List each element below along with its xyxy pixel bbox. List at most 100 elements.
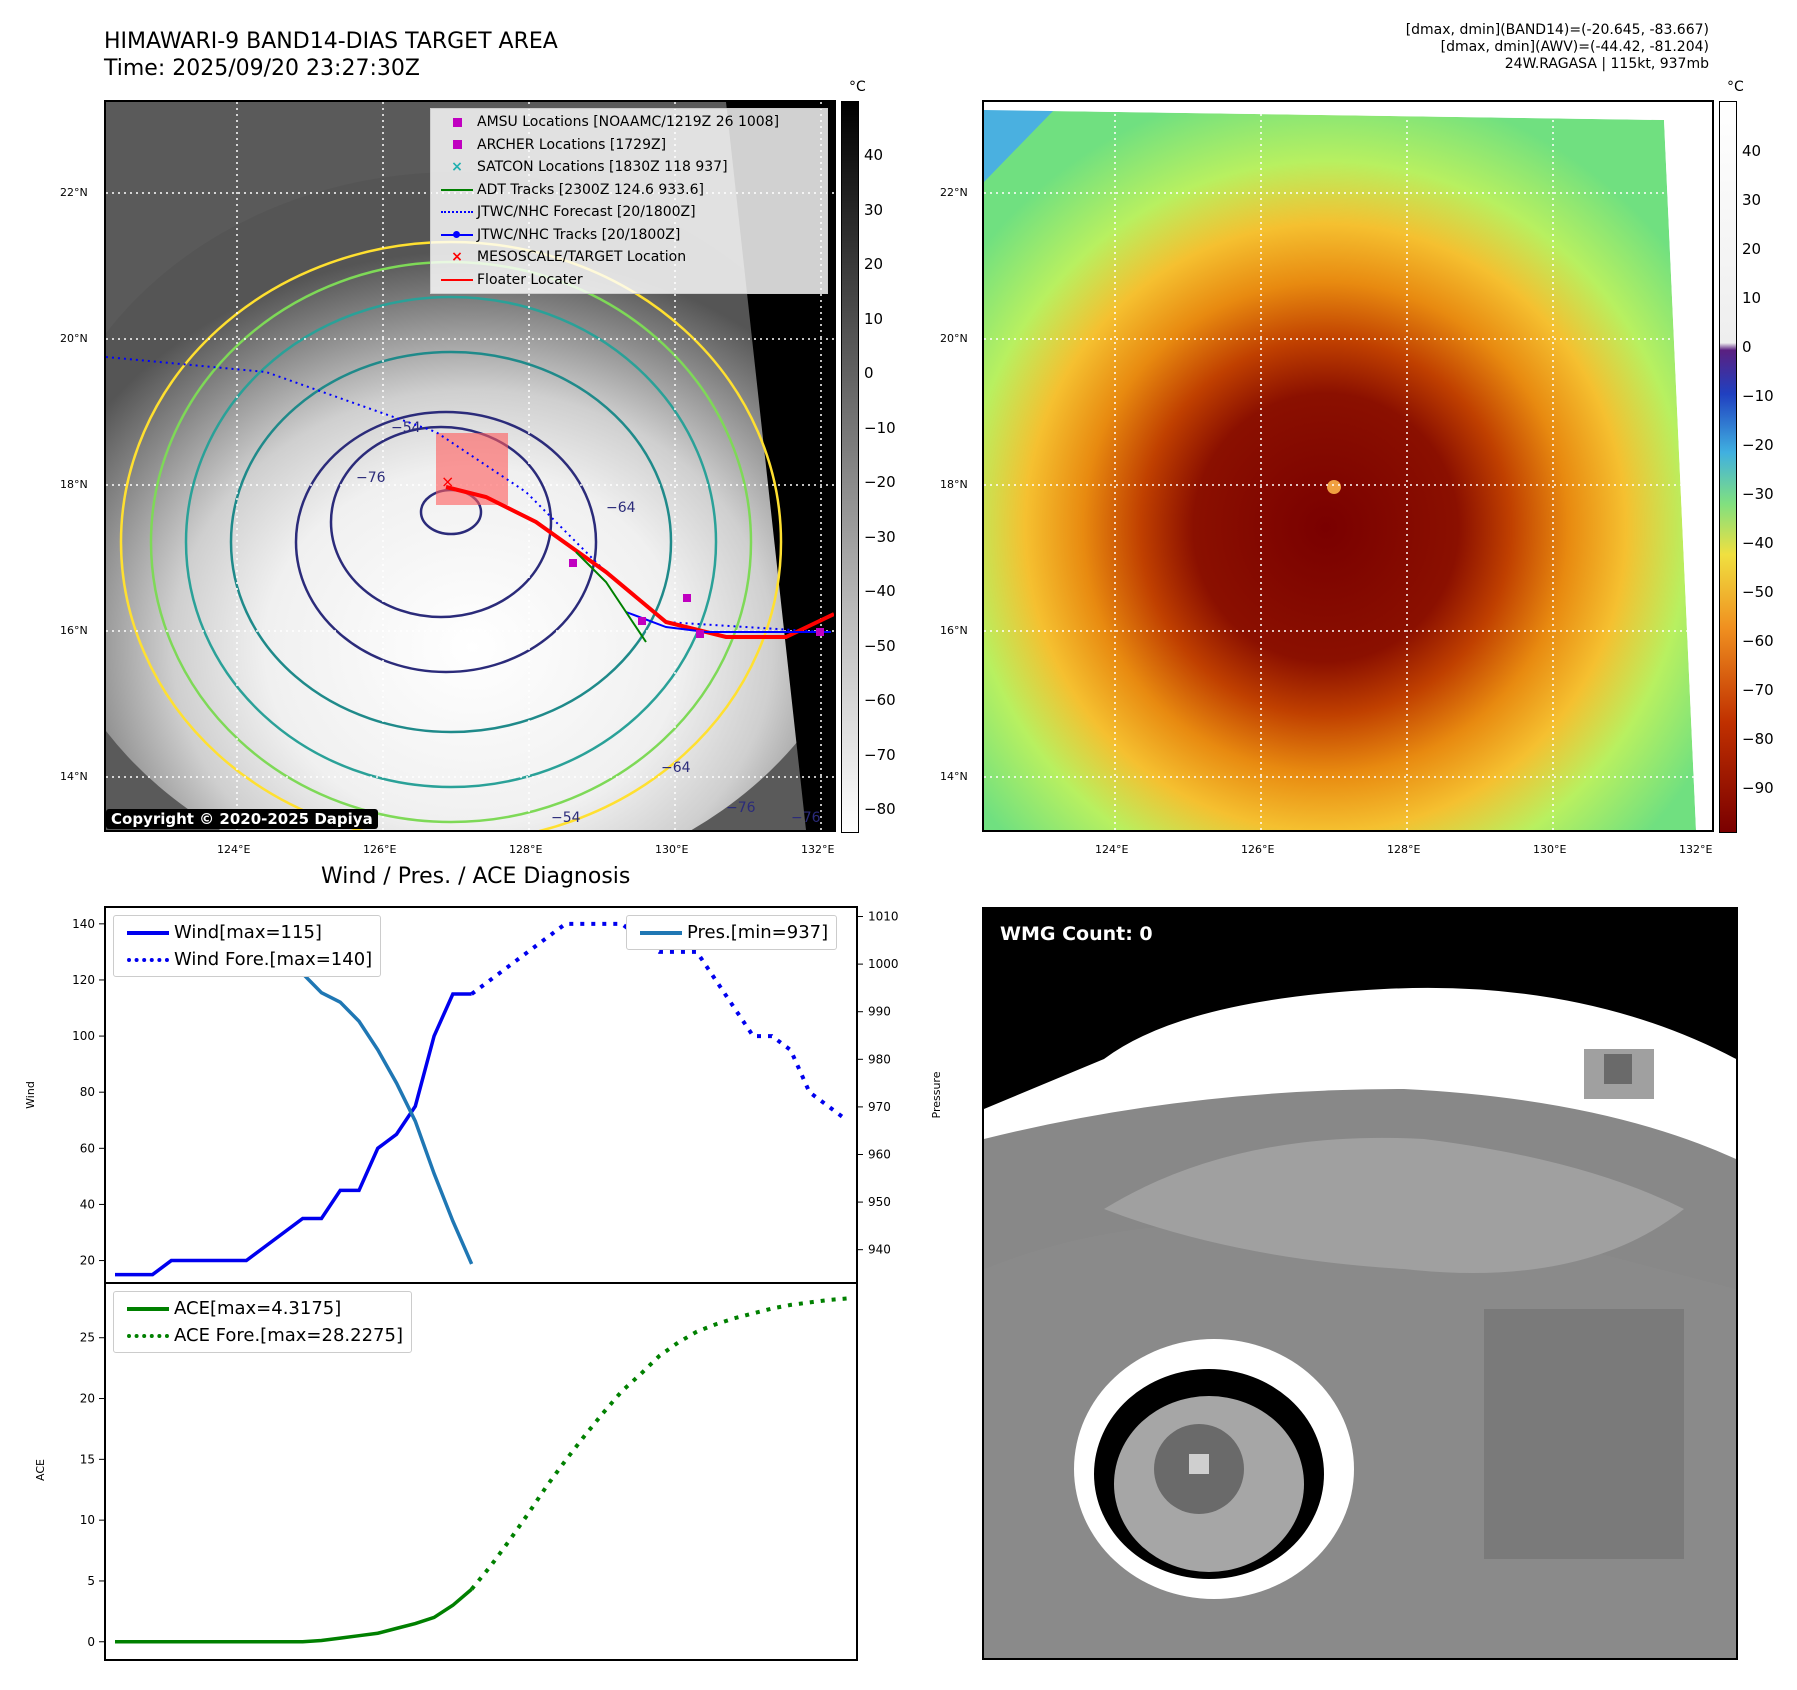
adt-track-line [575,551,647,643]
legend-item-amsu: AMSU Locations [NOAAMC/1219Z 26 1008] [437,111,821,134]
pressure-tick-label: 1000 [868,957,899,971]
eye-marker [1327,480,1341,494]
ir-colorbar-unit: °C [849,79,866,95]
colorbar-tick-label: 20 [1742,240,1762,258]
legend-ace-fore: ACE Fore.[max=28.2275] [174,1325,403,1346]
ace-tick-label: 5 [87,1574,95,1588]
colorbar-tick-label: −40 [1742,534,1774,552]
colorbar-tick-label: −60 [864,691,896,709]
amsu-marker [638,617,646,625]
target-location-marker: × [441,472,454,491]
ir-legend: AMSU Locations [NOAAMC/1219Z 26 1008] AR… [430,108,828,294]
ace-tick-label: 15 [80,1452,95,1466]
storm-info: [dmax, dmin](BAND14)=(-20.645, -83.667) … [1406,22,1709,73]
colorbar-tick-label: 0 [864,364,874,382]
x-mark-icon: × [451,249,463,265]
colorbar-tick-label: 40 [1742,142,1762,160]
colorbar-tick-label: −20 [1742,436,1774,454]
lat-label: 22°N [60,186,88,199]
colorbar-tick-label: −60 [1742,632,1774,650]
wmg-count-badge: WMG Count: 0 [992,921,1161,947]
ace-ylabel: ACE [34,1459,47,1481]
legend-item-satcon: × SATCON Locations [1830Z 118 937] [437,156,821,179]
lat-label: 14°N [940,770,968,783]
info-line-1: [dmax, dmin](BAND14)=(-20.645, -83.667) [1405,22,1709,38]
dotted-line-icon [437,205,477,219]
square-icon [437,138,477,152]
ace-tick-label: 10 [80,1513,95,1527]
legend-item-target: × MESOSCALE/TARGET Location [437,246,821,269]
contour-label: −64 [661,760,691,776]
lon-label: 132°E [801,843,835,856]
jtwc-track-line [625,611,831,633]
contour-label: −76 [791,810,821,826]
line-icon [437,183,477,197]
wind-series-line [115,992,472,1277]
colorbar-tick-label: −30 [1742,485,1774,503]
pressure-legend: Pres.[min=937] [626,915,838,950]
colorbar-tick-label: −50 [1742,583,1774,601]
pressure-tick-label: 960 [868,1147,891,1161]
pressure-tick-label: 980 [868,1052,891,1066]
wind-tick-label: 40 [80,1197,95,1211]
archer-marker [569,559,577,567]
lon-label: 132°E [1679,843,1713,856]
lat-label: 18°N [60,478,88,491]
colorbar-tick-label: 0 [1742,338,1752,356]
pressure-tick-label: 990 [868,1005,891,1019]
lon-label: 130°E [655,843,689,856]
wind-forecast-series-line [470,921,849,1122]
ace-legend: ACE[max=4.3175] ACE Fore.[max=28.2275] [113,1291,412,1353]
colorbar-tick-label: 10 [1742,289,1762,307]
legend-ace: ACE[max=4.3175] [174,1298,342,1319]
colorbar-tick-label: −50 [864,636,896,655]
title-line-2: Time: 2025/09/20 23:27:30Z [104,56,420,81]
wind-tick-label: 20 [80,1254,95,1268]
colorbar-tick-label: 40 [864,146,884,164]
colorbar-tick-label: −70 [864,745,896,764]
pressure-tick-label: 1010 [868,910,899,924]
ace-tick-label: 25 [80,1331,95,1345]
colorbar-tick-label: 10 [864,309,884,328]
colorbar-tick-label: −70 [1742,681,1774,699]
lat-label: 20°N [60,332,88,345]
amsu-marker [816,628,824,636]
lon-label: 128°E [509,843,543,856]
diagnosis-title: Wind / Pres. / ACE Diagnosis [321,864,631,889]
wind-tick-label: 80 [80,1085,95,1099]
colorbar-tick-label: −40 [864,582,896,600]
info-line-3: 24W.RAGASA | 115kt, 937mb [1504,56,1709,72]
wind-tick-label: 120 [72,973,95,987]
copyright-badge: Copyright © 2020-2025 Dapiya [106,809,378,829]
info-line-2: [dmax, dmin](AWV)=(-44.42, -81.204) [1440,39,1709,55]
legend-wind: Wind[max=115] [174,922,322,943]
lat-label: 16°N [940,624,968,637]
colorbar-tick-label: −80 [1742,730,1774,748]
ace-axes-frame [104,1282,858,1661]
title-line-1: HIMAWARI-9 BAND14-DIAS TARGET AREA [104,29,558,54]
contour-label: −76 [356,470,386,486]
wind-ylabel: Wind [24,1081,37,1109]
legend-item-archer: ARCHER Locations [1729Z] [437,134,821,157]
colorbar-tick-label: −10 [1742,387,1774,405]
colorbar-tick-label: −90 [1742,779,1774,797]
ace-series-line [115,1587,473,1644]
ace-forecast-series-line [470,1296,848,1591]
legend-item-floater: Floater Locater [437,269,821,292]
archer-marker [696,630,704,638]
figure-title: HIMAWARI-9 BAND14-DIAS TARGET AREA Time:… [104,28,558,82]
contour-label: −54 [391,420,421,436]
pressure-tick-label: 940 [868,1243,891,1257]
lon-label: 124°E [217,843,251,856]
floater-track-line [445,485,834,639]
wmg-panel [982,907,1738,1660]
lon-label: 128°E [1387,843,1421,856]
square-icon [437,115,477,129]
pressure-tick-label: 950 [868,1195,891,1209]
awv-satellite-image [984,102,1712,830]
colorbar-tick-label: −10 [864,418,896,437]
ir-colorbar [841,101,859,833]
legend-pressure: Pres.[min=937] [687,922,829,943]
ace-tick-label: 0 [87,1635,95,1649]
